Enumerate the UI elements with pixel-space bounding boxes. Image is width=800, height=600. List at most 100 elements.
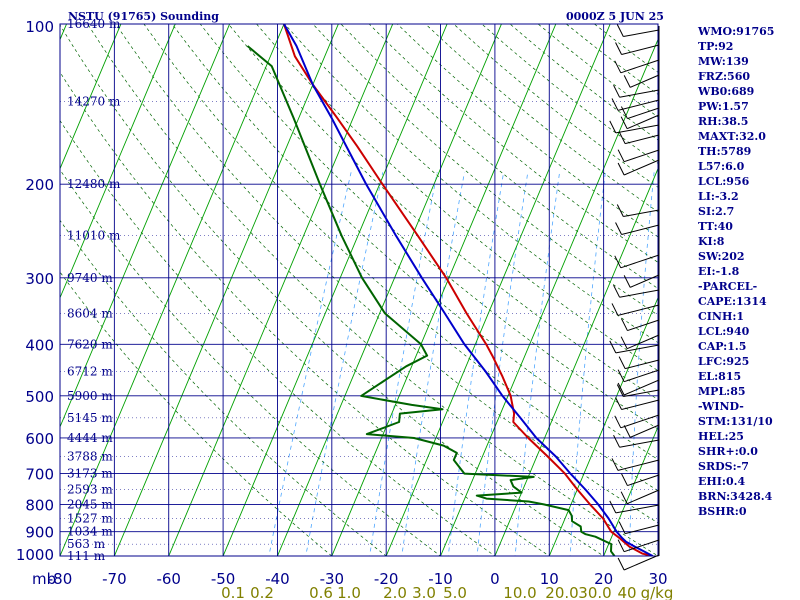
pressure-tick-label: 1000 [16,546,54,564]
wind-barb [623,29,660,38]
temperature-tick-label: -60 [156,570,181,588]
wind-barb-flag [618,131,626,144]
temperature-tick-label: -80 [48,570,73,588]
mixing-ratio-label: g/kg [641,584,674,600]
station-title: NSTU (91765) Sounding [68,10,219,23]
wind-barb-flag [609,120,617,134]
height-label: 12480 m [67,177,121,191]
wind-barb [623,389,660,398]
isotherm-line [603,425,658,556]
pressure-tick-label: 100 [25,18,54,36]
wind-barb-flag [617,369,625,382]
isotherm-line [276,24,502,556]
wind-barb-flag [618,521,626,534]
stat-line: L57:6.0 [698,160,745,173]
plot-area [60,24,658,556]
stat-line: EHI:0.4 [698,475,746,488]
wind-barb-flag [617,557,625,571]
isotherm-line [113,24,339,556]
height-label: 2045 m [67,497,113,511]
grid-lines [60,24,658,556]
pressure-tick-label: 300 [25,270,54,288]
temperature-tick-label: -50 [211,570,236,588]
wind-barb-flag [623,75,631,88]
stat-line: PW:1.57 [698,100,749,113]
stat-line: FRZ:560 [698,70,751,83]
wind-barb [621,224,660,235]
wind-barbs [609,24,660,571]
mixing-ratio-label: 40 [617,584,636,600]
dry-adiabat-line [312,24,658,316]
dry-adiabat-line [143,24,658,492]
mixing-ratio-label: 3.0 [412,584,436,600]
wind-barb [619,439,660,448]
height-label: 111 m [67,549,106,563]
pressure-tick-label: 700 [25,466,54,484]
wind-barb [629,274,660,288]
temperature-tick-label: 20 [594,570,613,588]
temperature-tick-label: -70 [102,570,127,588]
isotherm-line [168,24,394,556]
wind-barb-flag [613,434,620,448]
wind-barb-flag [620,473,628,486]
stat-line: KI:8 [698,235,725,248]
pressure-unit-label: mb [32,570,56,588]
wind-barb [627,474,660,487]
wind-barb-flag [618,356,626,369]
height-label: 7620 m [67,337,113,351]
dry-adiabat-line [60,119,496,556]
stat-line: CINH:1 [698,310,745,323]
mixing-ratio-line [628,172,655,556]
stat-line: RH:38.5 [698,115,749,128]
dewpoint-line [246,45,616,556]
temperature-tick-label: 30 [648,570,667,588]
height-label: 9740 m [67,271,113,285]
stat-line: WB0:689 [698,85,755,98]
stat-line: EI:-1.8 [698,265,740,278]
wind-barb-flag [620,106,628,119]
wind-barb-flag [614,60,622,74]
temperature-tick-label: -40 [265,570,290,588]
wind-barb-flag [616,384,624,397]
wind-barb [623,379,660,396]
stat-line: -PARCEL- [698,280,758,293]
mixing-ratio-label: 0.1 [221,584,245,600]
dry-adiabat-line [60,24,605,556]
mixing-ratio-label: 2.0 [383,584,407,600]
isotherm-line [494,167,658,556]
pressure-tick-label: 200 [25,176,54,194]
stat-line: MAXT:32.0 [698,130,766,143]
stat-line: LCL:956 [698,175,750,188]
isotherm-line [548,296,658,556]
pressure-tick-label: 400 [25,336,54,354]
mixing-ratio-label: 10.0 [503,584,536,600]
dry-adiabat-line [60,169,442,556]
stat-line: EL:815 [698,370,742,383]
wind-barb [615,124,660,134]
wind-barb-flag [617,539,625,552]
isotherm-lines [60,24,658,556]
isotherm-line [60,24,176,299]
wind-barb [617,459,660,471]
stat-line: MW:139 [698,55,749,68]
wind-barb [621,399,660,410]
wind-barb-flag [611,458,619,471]
wind-barb [623,369,660,383]
dry-adiabat-line [171,24,658,460]
wind-barb [626,334,660,350]
wind-barb [623,149,660,163]
temperature-tick-label: -30 [320,570,345,588]
height-labels: 16640 m 14270 m 12480 m 11010 m 9740 m 8604 m… [67,17,121,563]
mixing-ratio-label: 30.0 [578,584,611,600]
temperature-tick-label: 0 [490,570,500,588]
isotherm-line [385,24,611,556]
isotherm-line [60,24,122,170]
height-label: 6712 m [67,365,113,379]
wind-barb [620,254,660,269]
wind-barb-flag [609,340,617,354]
mixing-ratio-label: 0.2 [250,584,274,600]
height-label: 5145 m [67,411,113,425]
height-label: 3788 m [67,449,113,463]
wind-barb [627,319,660,332]
height-label: 14270 m [67,95,121,109]
